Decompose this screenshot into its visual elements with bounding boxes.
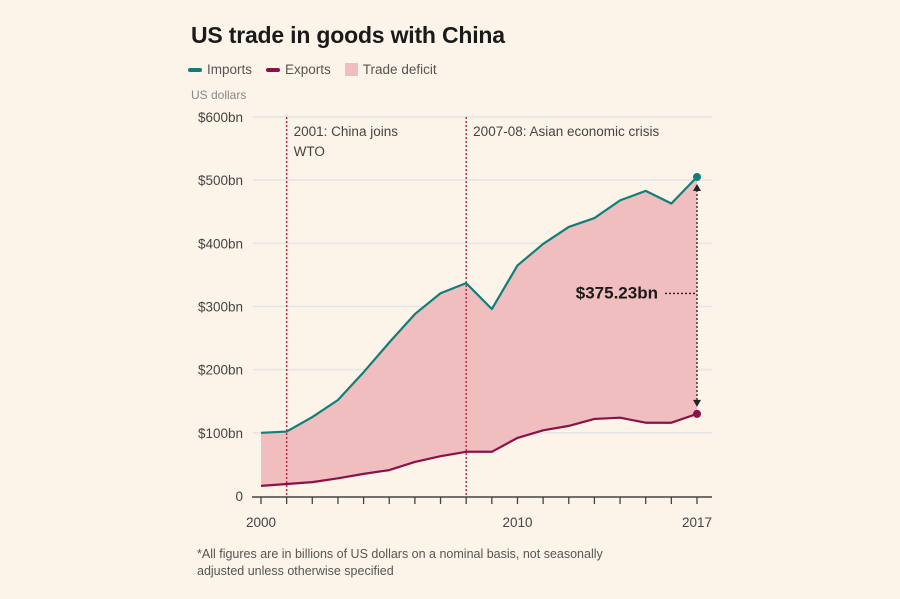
arrow-up-icon [693, 184, 701, 192]
legend-item-deficit: Trade deficit [344, 62, 437, 77]
exports-line [260, 412, 698, 487]
imports-end-dot [693, 173, 701, 182]
legend-label-deficit: Trade deficit [362, 62, 437, 77]
imports-swatch-icon [188, 67, 202, 72]
legend: Imports Exports Trade deficit [188, 62, 437, 77]
footnote-line-2: adjusted unless otherwise specified [197, 564, 394, 578]
x-tick-label: 2010 [502, 515, 532, 530]
y-tick-label: $100bn [198, 426, 243, 441]
legend-label-imports: Imports [207, 62, 253, 77]
legend-item-exports: Exports [266, 62, 331, 77]
deficit-swatch-icon [344, 63, 358, 76]
y-tick-label: $200bn [198, 363, 243, 378]
y-tick-label: $500bn [198, 173, 243, 188]
y-tick-label: $400bn [198, 236, 243, 251]
imports-line [260, 176, 698, 434]
footnote: *All figures are in billions of US dolla… [197, 546, 757, 580]
chart-title: US trade in goods with China [191, 22, 505, 48]
x-tick-label: 2017 [682, 515, 712, 530]
exports-swatch-icon [266, 67, 281, 72]
event-annotation: WTO [294, 144, 325, 159]
arrow-down-icon [693, 399, 701, 407]
event-annotation: 2007-08: Asian economic crisis [473, 124, 659, 139]
legend-label-exports: Exports [285, 62, 331, 77]
trade-deficit-area [261, 177, 697, 486]
footnote-line-1: *All figures are in billions of US dolla… [197, 547, 603, 561]
deficit-callout-label: $375.23bn [576, 283, 658, 302]
y-tick-label: $600bn [198, 110, 243, 125]
y-axis-unit-label: US dollars [191, 88, 247, 102]
y-tick-label: 0 [235, 489, 243, 504]
legend-item-imports: Imports [188, 62, 252, 77]
exports-end-dot [693, 409, 701, 418]
x-tick-label: 2000 [246, 515, 276, 530]
event-annotation: 2001: China joins [294, 124, 399, 139]
y-tick-label: $300bn [198, 300, 243, 315]
